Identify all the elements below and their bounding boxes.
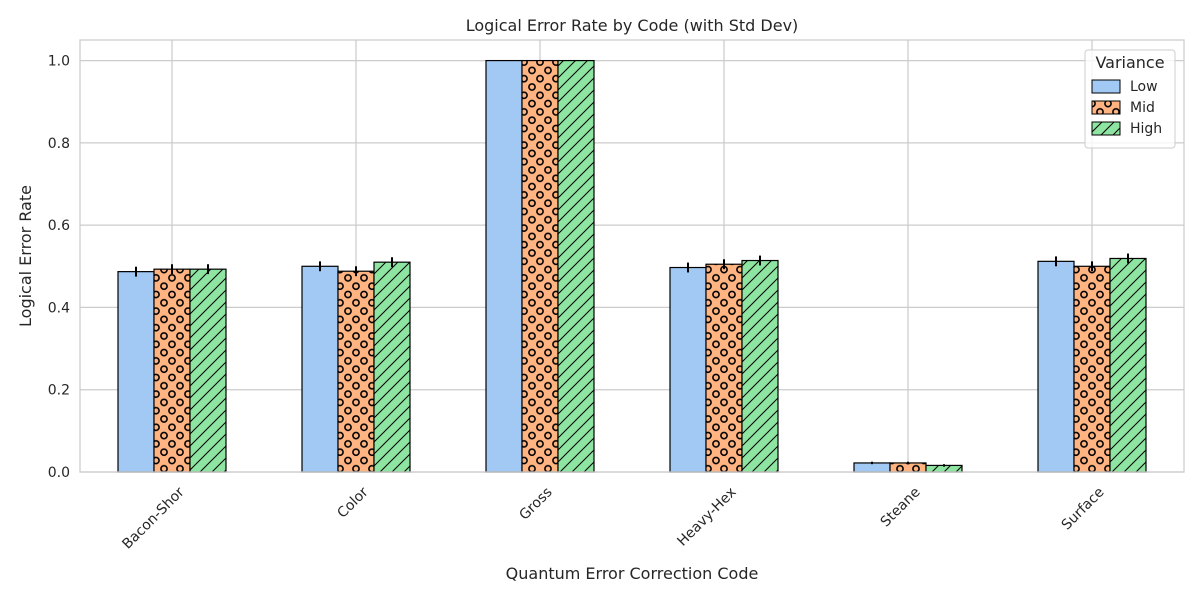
y-tick-label: 0.4: [48, 300, 70, 316]
bar-hatch-high: [374, 262, 410, 472]
bar-hatch-mid: [338, 271, 374, 472]
bar-hatch-high: [558, 60, 594, 472]
y-axis-ticks: 0.0 0.2 0.4 0.6 0.8 1.0: [48, 54, 70, 481]
bar-hatch-high: [1110, 258, 1146, 472]
legend-label-low: Low: [1130, 79, 1158, 95]
bar-hatch-mid: [890, 462, 926, 472]
x-tick-label: Surface: [1059, 484, 1108, 533]
bar-hatch-high: [742, 260, 778, 472]
x-tick-label: Color: [334, 484, 371, 521]
y-tick-label: 1.0: [48, 54, 70, 70]
bar-hatch-mid: [154, 269, 190, 472]
bar-hatch-high: [190, 269, 226, 472]
bar-hatch-mid: [1074, 266, 1110, 472]
bar-low: [486, 60, 522, 472]
legend-label-mid: Mid: [1130, 100, 1155, 116]
y-tick-label: 0.6: [48, 218, 70, 234]
bar-hatch-high: [926, 465, 962, 472]
legend-swatch-outline-low: [1091, 79, 1121, 94]
legend-swatch-hatch-high: [1092, 122, 1120, 135]
error-bars: [135, 253, 1129, 467]
bar-low: [118, 271, 154, 472]
legend-swatch-low: [1092, 80, 1120, 93]
plot-frame: [79, 39, 1185, 473]
bar-low: [302, 266, 338, 472]
y-axis-title: Logical Error Rate: [16, 185, 35, 327]
y-tick-label: 0.0: [48, 465, 70, 481]
legend-swatch-outline-high: [1091, 121, 1121, 136]
bar-low: [670, 267, 706, 472]
legend-label-high: High: [1130, 121, 1162, 137]
legend-title: Variance: [1095, 53, 1164, 72]
legend: Variance Low Mid High: [1084, 49, 1176, 149]
y-tick-label: 0.2: [48, 383, 70, 399]
legend-swatch-hatch-mid: [1092, 101, 1120, 114]
bar-hatch-mid: [522, 60, 558, 472]
chart-title: Logical Error Rate by Code (with Std Dev…: [466, 16, 799, 35]
bar-low: [854, 462, 890, 472]
bar-hatch-mid: [706, 264, 742, 472]
grid: [80, 40, 1184, 473]
x-axis-title: Quantum Error Correction Code: [506, 564, 759, 583]
bar-low: [1038, 261, 1074, 472]
x-tick-label: Gross: [516, 484, 555, 523]
bars: [117, 59, 1147, 473]
x-tick-label: Steane: [878, 484, 924, 530]
y-tick-label: 0.8: [48, 136, 70, 152]
x-tick-label: Heavy-Hex: [674, 484, 739, 549]
x-axis-ticks: Bacon-Shor Color Gross Heavy-Hex Steane Surfa…: [119, 484, 1107, 552]
x-tick-label: Bacon-Shor: [119, 484, 187, 552]
legend-swatch-outline-mid: [1091, 100, 1121, 115]
